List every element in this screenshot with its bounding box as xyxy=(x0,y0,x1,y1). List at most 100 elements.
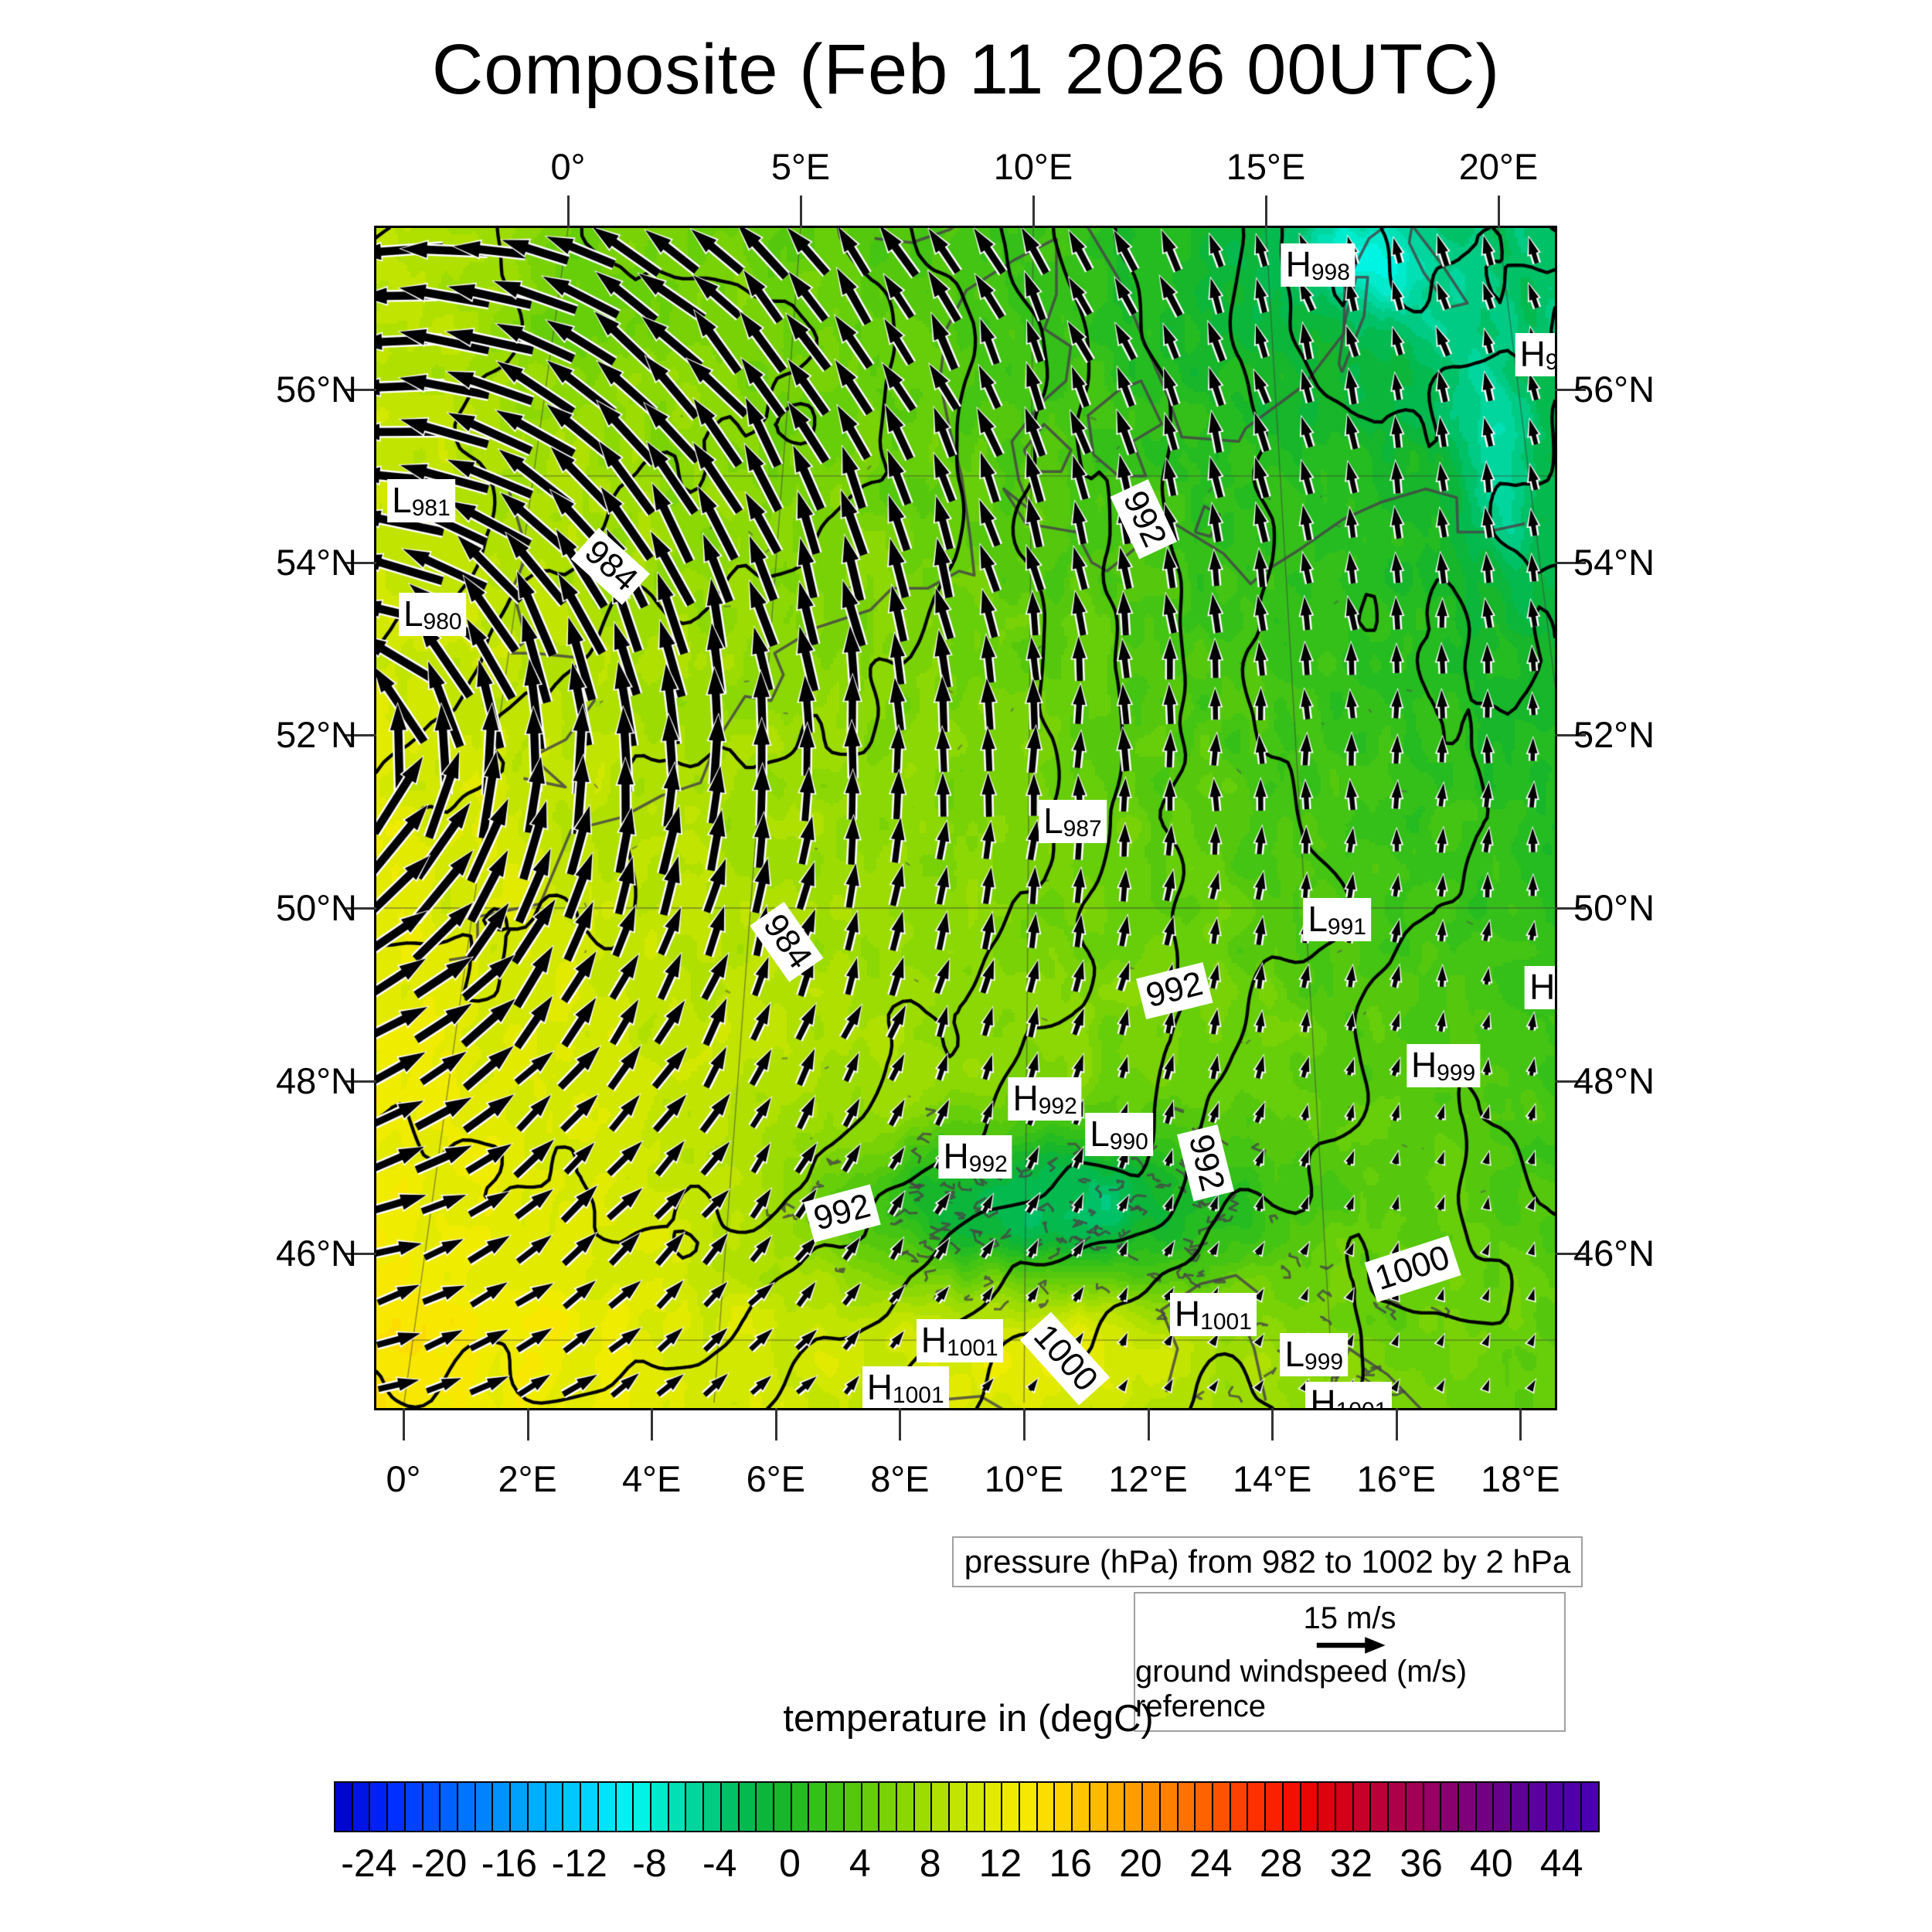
colorbar-cell xyxy=(1582,1783,1598,1831)
colorbar-tick--20: -20 xyxy=(411,1842,468,1885)
pressure-center-kind: H xyxy=(1012,1078,1039,1119)
left-axis-label-5: 46°N xyxy=(275,1233,357,1274)
axis-tick xyxy=(1395,1408,1398,1440)
pressure-center-label-l-990: L990 xyxy=(1085,1112,1153,1156)
colorbar-cell xyxy=(335,1783,353,1831)
left-axis-label-2: 52°N xyxy=(275,714,357,756)
pressure-center-label-l-991: L991 xyxy=(1303,897,1371,941)
pressure-center-kind: H xyxy=(920,1320,947,1361)
colorbar-tick--8: -8 xyxy=(632,1842,667,1885)
contour-label-984: 984 xyxy=(750,901,824,982)
pressure-center-value: 992 xyxy=(1038,1094,1077,1120)
colorbar-cell xyxy=(1037,1783,1056,1831)
bottom-axis-label-6: 12°E xyxy=(1108,1458,1188,1499)
colorbar-cell xyxy=(1476,1783,1495,1831)
colorbar-cell xyxy=(1020,1783,1038,1831)
pressure-center-kind: L xyxy=(1308,898,1328,939)
colorbar-cell xyxy=(1107,1783,1126,1831)
colorbar-cell xyxy=(757,1783,774,1831)
colorbar-cell xyxy=(423,1783,441,1831)
pressure-center-value: 1001 xyxy=(1200,1308,1252,1335)
axis-tick xyxy=(403,1408,405,1440)
colorbar-tick-12: 12 xyxy=(978,1842,1022,1885)
colorbar-tick--4: -4 xyxy=(702,1842,737,1885)
top-axis-label-3: 15°E xyxy=(1226,146,1306,187)
colorbar-cell xyxy=(1002,1783,1021,1831)
colorbar-cell xyxy=(1529,1783,1547,1831)
colorbar-cell xyxy=(739,1783,757,1831)
colorbar-cell xyxy=(405,1783,423,1831)
colorbar-cell xyxy=(475,1783,494,1831)
colorbar-cell xyxy=(1494,1783,1512,1831)
top-axis-label-4: 20°E xyxy=(1458,146,1539,187)
pressure-center-label-h-1001: H1001 xyxy=(1305,1381,1393,1408)
right-axis-label-2: 52°N xyxy=(1573,714,1655,756)
left-axis-label-3: 50°N xyxy=(275,887,357,929)
colorbar-tick--24: -24 xyxy=(341,1842,397,1885)
pressure-center-label-h-1001: H1001 xyxy=(862,1366,949,1408)
colorbar-cell xyxy=(546,1783,564,1831)
pressure-caption-box: pressure (hPa) from 982 to 1002 by 2 hPa xyxy=(952,1536,1583,1587)
colorbar-cell xyxy=(1423,1783,1442,1831)
top-axis-label-0: 0° xyxy=(550,146,586,187)
axis-tick xyxy=(1032,196,1035,228)
pressure-center-label-h-999: H999 xyxy=(1406,1043,1481,1087)
colorbar-tick-40: 40 xyxy=(1470,1842,1513,1885)
bottom-axis-label-4: 8°E xyxy=(870,1458,930,1499)
right-axis-label-3: 50°N xyxy=(1573,887,1655,929)
contour-label-984: 984 xyxy=(570,528,651,606)
pressure-center-value: 999 xyxy=(1304,1349,1344,1376)
colorbar-cell xyxy=(704,1783,722,1831)
pressure-center-kind: L xyxy=(1090,1113,1110,1154)
colorbar-cell xyxy=(862,1783,880,1831)
wind-reference-arrow-icon xyxy=(1316,1637,1386,1654)
colorbar-cell xyxy=(581,1783,599,1831)
contour-label-992: 992 xyxy=(1136,962,1214,1020)
colorbar-cell xyxy=(1564,1783,1583,1831)
pressure-center-label-l-980: L980 xyxy=(398,592,467,636)
axis-tick xyxy=(526,1408,529,1440)
colorbar-cell xyxy=(791,1783,810,1831)
colorbar-cell xyxy=(1090,1783,1108,1831)
bottom-axis-label-2: 4°E xyxy=(622,1458,682,1499)
axis-tick xyxy=(1147,1408,1150,1440)
colorbar-cell xyxy=(1371,1783,1389,1831)
pressure-label-layer: L981L980H998H99L987L991H999H99H992L990H9… xyxy=(376,228,1555,1408)
colorbar-cell xyxy=(1196,1783,1213,1831)
colorbar-tick-24: 24 xyxy=(1189,1842,1233,1885)
colorbar-cell xyxy=(914,1783,933,1831)
left-axis-label-4: 48°N xyxy=(275,1060,357,1101)
colorbar-cell xyxy=(1283,1783,1301,1831)
pressure-center-value: 1001 xyxy=(892,1382,944,1408)
bottom-axis-label-5: 10°E xyxy=(984,1458,1064,1499)
colorbar-title: temperature in (degC) xyxy=(783,1698,1154,1740)
colorbar-cell xyxy=(1389,1783,1406,1831)
pressure-center-kind: H xyxy=(1174,1293,1201,1334)
axis-tick xyxy=(1555,389,1586,392)
colorbar-cell xyxy=(511,1783,529,1831)
colorbar-tick--12: -12 xyxy=(551,1842,607,1885)
map-frame: L981L980H998H99L987L991H999H99H992L990H9… xyxy=(374,226,1557,1410)
colorbar-cell xyxy=(1512,1783,1529,1831)
pressure-center-value: 992 xyxy=(968,1151,1008,1178)
colorbar-cell xyxy=(651,1783,669,1831)
axis-tick xyxy=(774,1408,777,1440)
colorbar-cell xyxy=(1073,1783,1090,1831)
colorbar-tick-0: 0 xyxy=(779,1842,801,1885)
pressure-caption-text: pressure (hPa) from 982 to 1002 by 2 hPa xyxy=(964,1543,1571,1580)
top-axis-label-1: 5°E xyxy=(770,146,831,187)
weather-map-canvas[interactable] xyxy=(376,228,1555,1408)
colorbar-cell xyxy=(1178,1783,1196,1831)
colorbar-cell xyxy=(1143,1783,1161,1831)
pressure-center-label-h-992: H992 xyxy=(938,1135,1012,1179)
colorbar-cell xyxy=(598,1783,617,1831)
colorbar-tick-16: 16 xyxy=(1049,1842,1092,1885)
colorbar-cell xyxy=(1335,1783,1354,1831)
colorbar-cell xyxy=(1406,1783,1424,1831)
pressure-center-kind: H xyxy=(866,1366,893,1407)
axis-tick xyxy=(1555,734,1586,737)
bottom-axis-label-1: 2°E xyxy=(498,1458,557,1499)
contour-label-992: 992 xyxy=(1110,478,1178,560)
pressure-center-label-h-1001: H1001 xyxy=(1169,1292,1257,1336)
